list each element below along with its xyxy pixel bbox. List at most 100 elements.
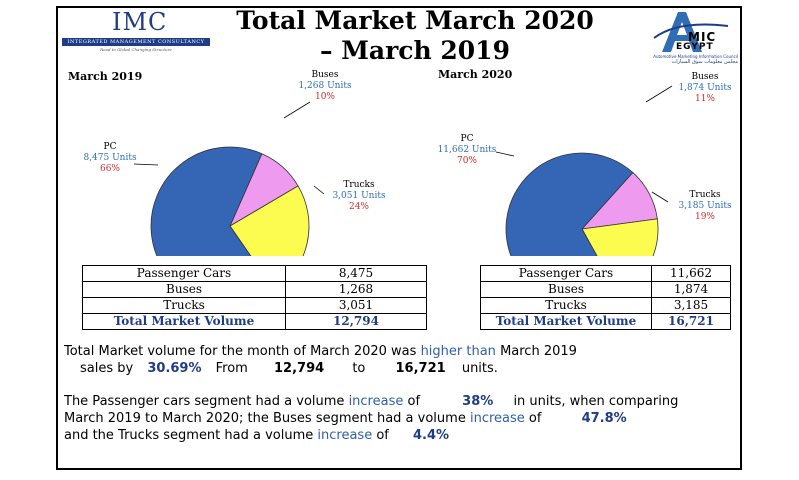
summary-text: March 2019 <box>500 344 577 359</box>
segment-trucks-pct: 4.4% <box>413 428 450 443</box>
pie-label-name: Trucks <box>343 180 375 190</box>
amic-a-icon <box>653 12 729 52</box>
page-title-line1: Total Market March 2020 <box>236 6 594 35</box>
pie-label-units: 3,185 Units <box>678 201 732 211</box>
segment-increase-word: increase <box>469 411 525 426</box>
segment-text: March 2019 to March 2020; the Buses segm… <box>64 411 466 426</box>
pie-leader-line-buses <box>645 85 673 103</box>
pie-leader-line-buses <box>283 101 311 119</box>
summary-text: to <box>352 361 366 376</box>
pie-label-pc-2020: PC 11,662 Units 70% <box>434 134 500 167</box>
pie-label-percent: 24% <box>348 202 369 212</box>
segment-text: and the Trucks segment had a volume <box>64 428 314 443</box>
table-total-label: Total Market Volume <box>82 313 286 330</box>
pie-chart-2019 <box>133 101 325 256</box>
table-total-row: Total Market Volume 16,721 <box>480 313 731 330</box>
pie-leader-line-pc <box>495 151 515 157</box>
table-cell-name: Trucks <box>82 297 286 314</box>
pie-label-name: Buses <box>691 72 719 82</box>
chart-title-2020: March 2020 <box>438 68 513 81</box>
pie-leader-line-trucks <box>651 191 669 203</box>
volume-table-2020: Passenger Cars 11,662 Buses 1,874 Trucks… <box>480 265 731 330</box>
table-cell-value: 3,185 <box>651 297 731 314</box>
pie-label-percent: 66% <box>99 164 120 174</box>
pie-label-percent: 70% <box>456 156 477 166</box>
pie-label-units: 1,268 Units <box>298 81 352 91</box>
segment-text: of <box>407 394 421 409</box>
table-cell-name: Buses <box>82 281 286 298</box>
table-cell-value: 1,268 <box>285 281 427 298</box>
imc-logo-letters: IMC <box>112 8 168 36</box>
segment-line-3: and the Trucks segment had a volume incr… <box>64 427 449 444</box>
summary-value-2019: 12,794 <box>274 361 325 376</box>
pie-label-units: 11,662 Units <box>437 145 497 155</box>
table-cell-name: Passenger Cars <box>82 265 286 282</box>
pie-slice-trucks <box>229 185 310 256</box>
table-cell-value: 3,051 <box>285 297 427 314</box>
volume-table-2019: Passenger Cars 8,475 Buses 1,268 Trucks … <box>82 265 427 330</box>
pie-label-name: Trucks <box>689 190 721 200</box>
page-title-line2: – March 2019 <box>320 36 510 65</box>
imc-logo: IMC INTEGRATED MANAGEMENT CONSULTANCY Ro… <box>62 8 210 52</box>
segment-buses-pct: 47.8% <box>581 411 627 426</box>
pie-label-trucks-2019: Trucks 3,051 Units 24% <box>324 180 394 213</box>
pie-label-name: Buses <box>311 70 339 80</box>
table-cell-value: 8,475 <box>285 265 427 282</box>
amic-logo-sub: EGYPT <box>676 42 714 52</box>
pie-label-units: 8,475 Units <box>83 153 137 163</box>
amic-logo-arabic: مجلس معلومات سوق السيارات <box>671 59 738 65</box>
segment-text: of <box>376 428 389 443</box>
segment-pc-pct: 38% <box>462 394 494 409</box>
segment-text: The Passenger cars segment had a volume <box>64 394 345 409</box>
summary-text: From <box>215 361 248 376</box>
table-cell-value: 1,874 <box>651 281 731 298</box>
pie-label-buses-2020: Buses 1,874 Units 11% <box>670 72 740 105</box>
summary-text: sales by <box>80 361 134 376</box>
table-total-value: 12,794 <box>285 313 427 330</box>
summary-line-1: Total Market volume for the month of Mar… <box>64 343 577 360</box>
pie-label-pc-2019: PC 8,475 Units 66% <box>80 142 140 175</box>
chart-title-2019: March 2019 <box>68 70 143 83</box>
amic-logo-word: MIC <box>688 30 717 44</box>
page-title: Total Market March 2020 – March 2019 <box>220 6 610 66</box>
summary-highlight: higher than <box>420 344 496 359</box>
pie-label-trucks-2020: Trucks 3,185 Units 19% <box>670 190 740 223</box>
imc-logo-tagline: Road to Global Changing Structure <box>100 47 172 52</box>
table-cell-name: Buses <box>480 281 652 298</box>
table-row: Trucks 3,051 <box>82 297 427 314</box>
pie-leader-line-pc <box>133 163 159 166</box>
chart-panel-2020: March 2020 PC 11,662 Units 70% Buses 1,8… <box>434 66 739 256</box>
pie-label-percent: 11% <box>694 94 715 104</box>
summary-text: units. <box>461 361 498 376</box>
pie-label-percent: 19% <box>694 212 715 222</box>
table-row: Passenger Cars 11,662 <box>480 265 731 282</box>
segment-text: in units, when comparing <box>513 394 679 409</box>
table-row: Buses 1,268 <box>82 281 427 298</box>
pie-label-name: PC <box>460 134 474 144</box>
pie-label-buses-2019: Buses 1,268 Units 10% <box>290 70 360 103</box>
table-cell-value: 11,662 <box>651 265 731 282</box>
pie-slice-pc <box>150 146 263 256</box>
amic-logo: MIC EGYPT Automotive Marketing Informati… <box>648 8 738 66</box>
pie-label-name: PC <box>103 142 117 152</box>
segment-text: of <box>528 411 542 426</box>
imc-logo-band: INTEGRATED MANAGEMENT CONSULTANCY <box>62 38 210 46</box>
table-cell-name: Passenger Cars <box>480 265 652 282</box>
summary-value-2020: 16,721 <box>395 361 446 376</box>
segment-increase-word: increase <box>348 394 404 409</box>
summary-growth-pct: 30.69% <box>147 361 202 376</box>
summary-line-2: sales by 30.69% From 12,794 to 16,721 un… <box>80 360 498 377</box>
summary-text: Total Market volume for the month of Mar… <box>64 344 417 359</box>
table-total-value: 16,721 <box>651 313 731 330</box>
pie-chart-2020 <box>495 85 673 256</box>
table-total-label: Total Market Volume <box>480 313 652 330</box>
segment-increase-word: increase <box>317 428 373 443</box>
pie-slice-pc <box>505 152 634 256</box>
table-total-row: Total Market Volume 12,794 <box>82 313 427 330</box>
segment-line-1: The Passenger cars segment had a volume … <box>64 393 678 410</box>
table-row: Trucks 3,185 <box>480 297 731 314</box>
amic-logo-council: Automotive Marketing Information Council <box>653 54 738 59</box>
chart-panel-2019: March 2019 PC 8,475 Units 66% Buses 1,26… <box>62 66 392 256</box>
pie-slice-trucks <box>581 218 659 256</box>
segment-line-2: March 2019 to March 2020; the Buses segm… <box>64 410 627 427</box>
